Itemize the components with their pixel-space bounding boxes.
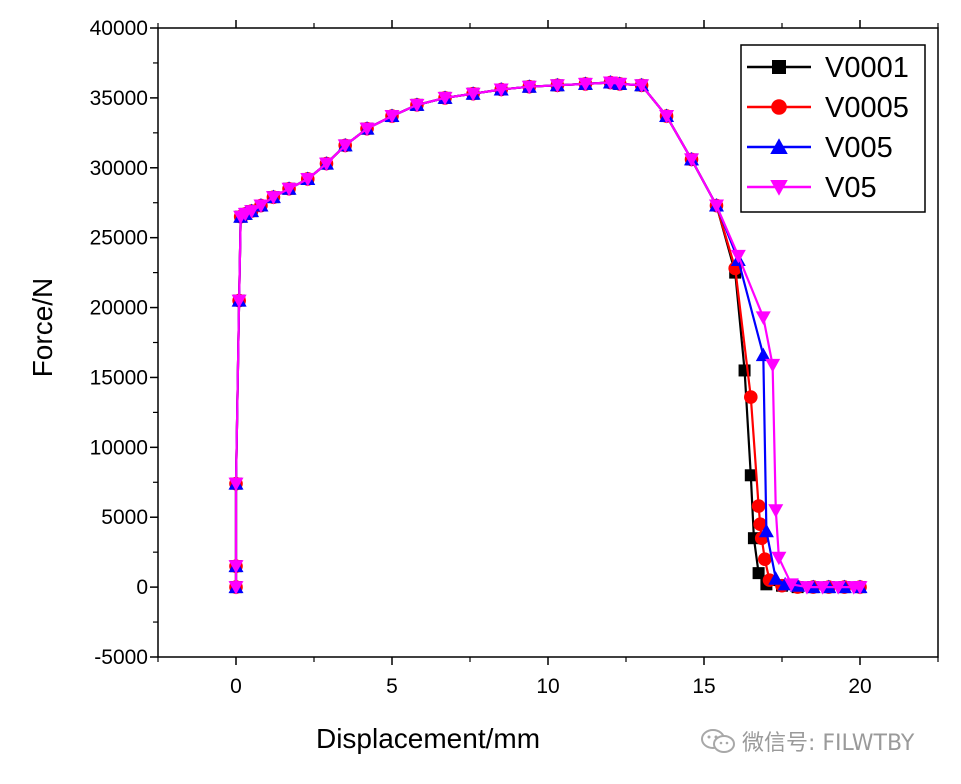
data-point	[228, 560, 244, 574]
legend-box	[740, 44, 926, 213]
wechat-icon	[700, 727, 736, 755]
legend-item: V0001	[747, 52, 909, 84]
x-axis-title: Displacement/mm	[316, 723, 540, 754]
data-point	[253, 199, 269, 214]
data-point	[758, 523, 774, 538]
data-point	[612, 77, 628, 92]
data-point	[659, 110, 675, 124]
y-tick-label: 5000	[101, 506, 148, 529]
data-point	[755, 347, 771, 362]
data-point	[783, 578, 799, 592]
x-tick-label: 10	[536, 675, 559, 698]
data-point	[744, 469, 757, 482]
series-layer	[228, 75, 868, 595]
data-point	[852, 581, 868, 595]
data-point	[799, 581, 815, 595]
data-point	[384, 110, 400, 124]
data-point	[765, 358, 781, 373]
data-point	[752, 567, 765, 580]
x-tick-label: 20	[848, 675, 871, 698]
data-point	[830, 581, 846, 595]
data-point	[771, 551, 787, 566]
data-point	[751, 499, 766, 513]
data-point	[708, 199, 724, 214]
watermark: 微信号: FILWTBY	[700, 724, 914, 758]
series-V05	[228, 76, 868, 595]
data-point	[318, 157, 334, 172]
legend-marker	[770, 138, 788, 154]
legend: V0001 V0005 V005 V05	[740, 44, 926, 213]
y-tick-label: 25000	[90, 227, 148, 250]
data-point	[521, 80, 537, 95]
data-point	[265, 191, 281, 205]
y-axis-title: Force/N	[27, 278, 58, 378]
y-tick-label: 40000	[90, 17, 148, 40]
y-tick-label: 15000	[90, 366, 148, 389]
data-point	[300, 172, 316, 187]
legend-marker	[771, 99, 787, 115]
axes: 0 5 10 15 20 -5000 0 5000 10000 15000 20000 25000 30…	[27, 17, 939, 754]
data-point	[768, 504, 784, 518]
legend-item: V005	[747, 132, 893, 164]
y-tick-label: 20000	[90, 297, 148, 320]
data-point	[755, 311, 771, 325]
x-tick-label: 5	[386, 675, 398, 698]
data-point	[768, 571, 784, 585]
legend-label: V05	[825, 172, 877, 204]
data-point	[730, 249, 746, 264]
data-point	[465, 87, 481, 102]
legend-label: V0001	[825, 52, 909, 84]
y-tick-label: 10000	[90, 436, 148, 459]
watermark-text: 微信号: FILWTBY	[742, 731, 915, 756]
data-point	[337, 139, 353, 153]
data-point	[437, 91, 453, 106]
data-point	[815, 581, 831, 595]
legend-label: V005	[825, 132, 893, 164]
x-tick-label: 0	[230, 675, 242, 698]
y-tick-label: 35000	[90, 87, 148, 110]
data-point	[231, 294, 247, 309]
data-point	[409, 98, 425, 113]
data-point	[758, 552, 772, 566]
legend-label: V0005	[825, 92, 909, 124]
legend-marker	[770, 180, 788, 196]
data-point	[281, 182, 297, 197]
data-point	[634, 79, 650, 93]
data-point	[577, 77, 593, 92]
data-point	[549, 79, 565, 93]
data-point	[359, 122, 375, 137]
data-point	[228, 581, 244, 595]
data-point	[753, 517, 767, 532]
data-point	[744, 390, 758, 404]
legend-marker	[772, 60, 786, 74]
data-point	[684, 153, 700, 167]
x-tick-label: 15	[692, 675, 715, 698]
y-tick-label: 0	[136, 576, 148, 599]
data-point	[228, 477, 244, 492]
y-tick-label: 30000	[90, 157, 148, 180]
data-point	[493, 83, 509, 98]
y-tick-label: -5000	[94, 646, 148, 669]
legend-item: V05	[747, 172, 877, 204]
legend-item: V0005	[747, 92, 909, 124]
data-point	[244, 205, 260, 219]
